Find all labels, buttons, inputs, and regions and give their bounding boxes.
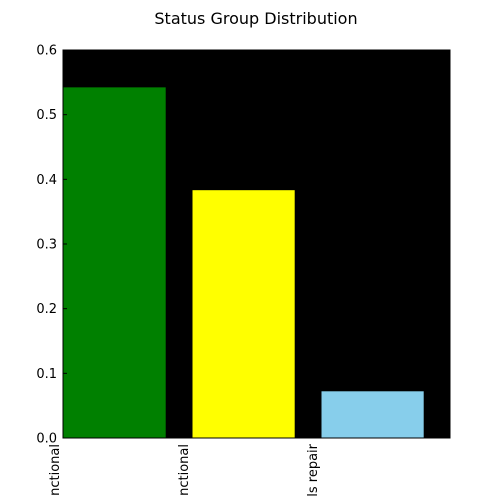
y-tick-label-3: 0.3 [36,238,57,253]
y-tick-label-5: 0.5 [36,108,57,123]
bar-0 [62,86,167,439]
y-tick-label-1: 0.1 [36,367,57,382]
y-tick-label-2: 0.2 [36,302,57,317]
y-tick-label-4: 0.4 [36,173,57,188]
bars-group [62,86,425,439]
bar-2 [320,390,425,439]
x-tick-label-0: nctional [48,444,63,496]
x-axis: nctional nctional ls repair [48,434,322,497]
y-tick-label-6: 0.6 [36,44,57,59]
x-tick-label-2: ls repair [306,443,321,496]
chart-title: Status Group Distribution [154,9,357,28]
bar-1 [191,189,296,439]
plot-area [62,49,451,439]
x-tick-label-1: nctional [177,444,192,496]
y-tick-label-0: 0.0 [36,432,57,447]
y-axis: 0.0 0.1 0.2 0.3 0.4 0.5 0.6 [36,44,450,447]
